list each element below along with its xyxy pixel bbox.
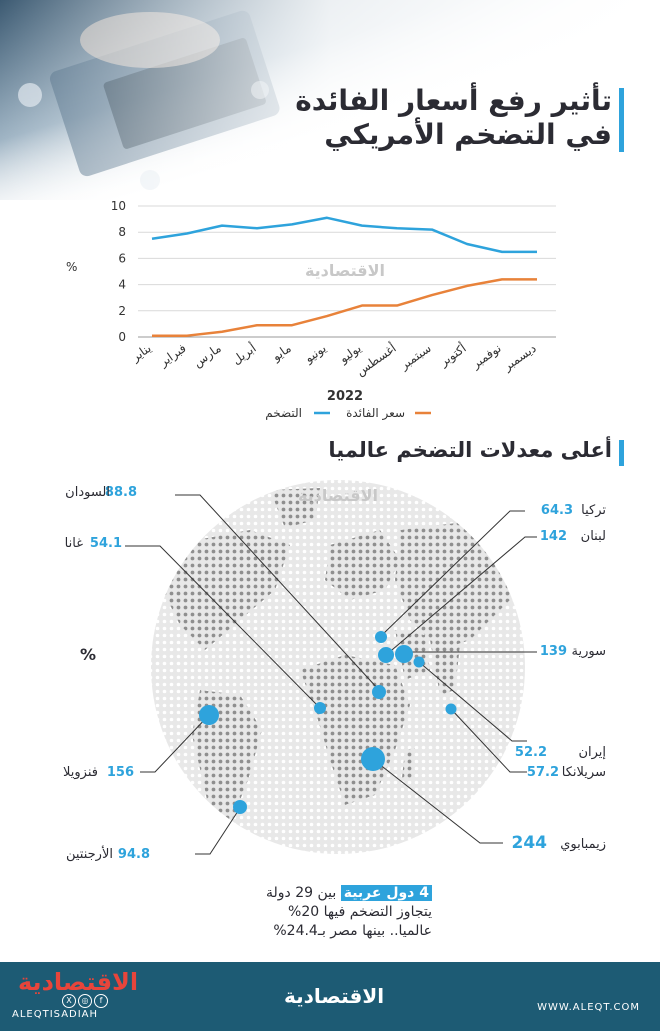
- x-tick-label: فبراير: [156, 341, 189, 371]
- y-tick-label: 0: [118, 330, 126, 344]
- name-srilanka: سريلانكا: [562, 765, 606, 780]
- map-watermark: الاقتصادية: [298, 486, 378, 505]
- x-tick-label: يناير: [128, 341, 154, 366]
- page-title: تأثير رفع أسعار الفائدة في التضخم الأمري…: [295, 84, 612, 152]
- section-accent-bar: [619, 440, 624, 466]
- name-sudan: السودان: [65, 485, 110, 500]
- x-tick-label: مايو: [269, 341, 294, 365]
- note-line-1: 4 دول عربية بين 29 دولة: [242, 884, 432, 903]
- leader-lines: [125, 494, 537, 855]
- name-zimbabwe: زيمبابوي: [560, 837, 606, 852]
- footer-website[interactable]: WWW.ALEQT.COM: [537, 1002, 640, 1013]
- series-line-1: [152, 278, 537, 337]
- y-tick-label: 6: [118, 251, 126, 265]
- legend-interest-rate: سعر الفائدة: [346, 406, 405, 421]
- y-tick-label: 8: [118, 225, 126, 239]
- title-accent-bar: [619, 88, 624, 152]
- instagram-icon[interactable]: ◎: [78, 994, 92, 1008]
- value-venezuela: 156: [107, 765, 134, 780]
- bubble-venezuela: [199, 705, 219, 725]
- value-lebanon: 142: [540, 529, 567, 544]
- bubble-ghana: [314, 702, 326, 714]
- value-turkey: 64.3: [541, 503, 573, 518]
- hero-image: [0, 0, 660, 200]
- bubble-zimbabwe: [361, 747, 385, 771]
- value-srilanka: 57.2: [527, 765, 559, 780]
- bubble-sudan: [372, 685, 386, 699]
- name-syria: سورية: [572, 644, 606, 659]
- x-icon[interactable]: X: [62, 994, 76, 1008]
- footer-handle[interactable]: ALEQTISADIAH: [12, 1009, 99, 1020]
- value-ghana: 54.1: [90, 536, 122, 551]
- y-tick-label: 10: [111, 199, 126, 213]
- note-text: 4 دول عربية بين 29 دولة يتجاوز التضخم في…: [242, 884, 432, 941]
- bubble-srilanka: [445, 703, 457, 715]
- x-tick-label: يونيو: [301, 341, 329, 367]
- bubbles: [199, 631, 457, 814]
- name-argentina: الأرجنتين: [66, 845, 113, 862]
- country-labels: 88.8 السودان 54.1 غانا 64.3 تركيا 142 لب…: [63, 485, 606, 862]
- x-tick-label: سبتمبر: [397, 341, 435, 374]
- name-venezuela: فنزويلا: [63, 765, 98, 780]
- series-line-0: [151, 216, 537, 254]
- bubble-syria: [395, 645, 413, 663]
- footer-logo-left: الاقتصادية: [18, 968, 139, 996]
- x-tick-label: ديسمبر: [500, 341, 539, 375]
- chart-watermark: الاقتصادية: [305, 261, 385, 280]
- note-line-2: يتجاوز التضخم فيها 20%: [288, 904, 432, 920]
- bubble-turkey: [375, 631, 387, 643]
- bubble-lebanon: [378, 647, 394, 663]
- title-line-1: تأثير رفع أسعار الفائدة: [295, 84, 612, 117]
- map-section-title: أعلى معدلات التضخم عالميا: [328, 438, 612, 462]
- x-tick-label: أكتوبر: [436, 340, 470, 370]
- world-map: الاقتصادية % 88.8 السودان 54.1 غانا 64.3…: [63, 480, 606, 862]
- facebook-icon[interactable]: f: [94, 994, 108, 1008]
- x-tick-label: مارس: [191, 341, 225, 371]
- name-turkey: تركيا: [581, 503, 606, 518]
- x-axis-label: 2022: [327, 389, 363, 404]
- value-iran: 52.2: [515, 745, 547, 760]
- x-tick-label: نوفمبر: [468, 341, 504, 372]
- map-unit: %: [80, 645, 96, 664]
- note-line-1-rest: بين 29 دولة: [265, 885, 337, 901]
- x-tick-label: أغسطس: [353, 340, 399, 379]
- y-axis-unit: %: [66, 260, 77, 274]
- legend: التضخم سعر الفائدة: [265, 406, 431, 421]
- name-iran: إيران: [578, 745, 606, 760]
- footer: الاقتصادية X ◎ f ALEQTISADIAH الاقتصادية…: [0, 962, 660, 1031]
- name-lebanon: لبنان: [581, 529, 606, 544]
- x-tick-label: أبريل: [229, 340, 259, 368]
- note-line-3: عالميا.. بينها مصر بـ24.4%: [273, 923, 432, 939]
- bubble-iran: [413, 656, 425, 668]
- y-tick-label: 2: [118, 304, 126, 318]
- y-tick-label: 4: [118, 278, 126, 292]
- footer-logo-center: الاقتصادية: [284, 984, 385, 1008]
- value-sudan: 88.8: [105, 485, 137, 500]
- name-ghana: غانا: [65, 536, 84, 551]
- value-argentina: 94.8: [118, 847, 150, 862]
- legend-inflation: التضخم: [265, 406, 302, 420]
- note-highlight: 4 دول عربية: [340, 885, 432, 901]
- bubble-argentina: [233, 800, 247, 814]
- value-zimbabwe: 244: [512, 833, 548, 853]
- title-line-2: في التضخم الأمريكي: [324, 118, 612, 151]
- value-syria: 139: [540, 644, 567, 659]
